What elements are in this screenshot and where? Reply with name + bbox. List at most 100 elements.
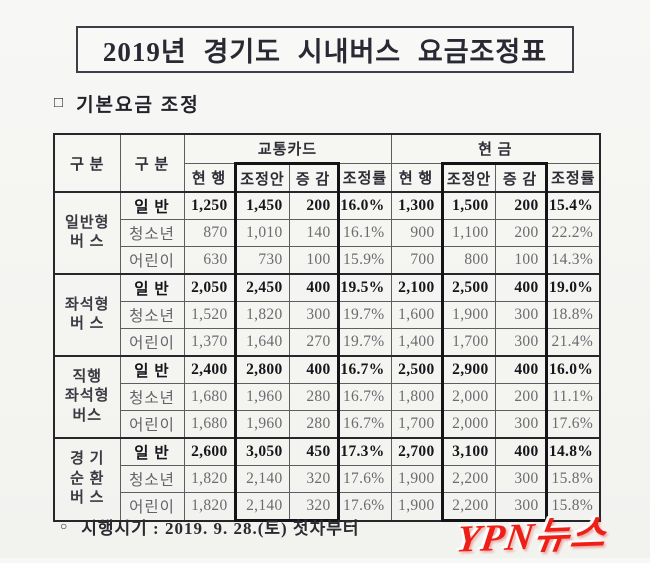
table-row: 어린이 630 730 100 15.9% 700 800 100 14.3% [54,246,601,275]
cash-proposed-cell: 800 [440,246,496,275]
cash-proposed-cell: 2,900 [440,355,496,384]
cash-current-cell: 1,900 [390,465,443,493]
card-current-cell: 2,050 [183,273,236,302]
cash-proposed-cell: 1,900 [440,301,496,329]
sub-header-card-rate: 조정률 [337,163,392,193]
cash-proposed-cell: 3,100 [440,437,496,466]
passenger-type-cell: 어린이 [119,246,185,275]
passenger-type-cell: 청소년 [119,465,185,493]
card-rate-cell: 19.7% [337,328,392,357]
card-change-cell: 280 [288,383,340,411]
cash-current-cell: 2,500 [390,355,443,384]
sub-header-cash-change: 증 감 [494,162,548,193]
passenger-type-cell: 청소년 [119,301,185,329]
card-current-cell: 630 [183,246,236,275]
sub-header-cash-proposed: 조정안 [440,162,496,193]
card-proposed-cell: 1,450 [233,191,290,220]
cash-change-cell: 200 [494,191,548,220]
card-current-cell: 1,820 [183,492,236,521]
bus-type-cell: 직행 좌석형 버스 [53,355,121,439]
card-proposed-cell: 730 [233,246,290,275]
card-change-cell: 270 [288,328,340,357]
cash-current-cell: 1,400 [390,328,443,357]
cash-change-cell: 300 [494,465,548,493]
cash-current-cell: 900 [390,219,443,247]
section-heading: □ 기본요금 조정 [54,90,200,117]
card-rate-cell: 16.7% [337,410,392,439]
cash-rate-cell: 18.8% [545,301,601,329]
card-proposed-cell: 2,450 [233,273,290,302]
cash-proposed-cell: 2,200 [440,465,496,493]
cash-proposed-cell: 1,500 [440,191,496,220]
bus-type-cell: 경 기 순 환 버 스 [53,437,121,521]
fare-table-header: 구 분 구 분 교통카드 현 금 현 행 조정안 증 감 조정률 현 행 조정안… [53,133,601,193]
circle-bullet-icon: ○ [60,519,69,533]
cash-change-cell: 400 [494,437,548,466]
cash-rate-cell: 16.0% [545,355,601,384]
cash-proposed-cell: 2,500 [440,273,496,302]
cash-change-cell: 200 [494,219,548,247]
card-rate-cell: 15.9% [337,246,392,275]
cash-current-cell: 1,900 [390,492,443,521]
section-header-cash: 현 금 [390,133,601,164]
passenger-type-cell: 일 반 [119,273,185,302]
card-rate-cell: 17.6% [337,492,392,521]
cash-current-cell: 2,100 [390,273,443,302]
card-rate-cell: 16.7% [337,355,392,384]
cash-rate-cell: 14.3% [545,246,601,275]
card-proposed-cell: 1,640 [233,328,290,357]
card-proposed-cell: 2,140 [233,492,290,522]
card-proposed-cell: 3,050 [233,437,290,466]
cash-rate-cell: 15.8% [545,492,601,521]
passenger-type-cell: 어린이 [119,410,185,439]
cash-change-cell: 300 [494,328,548,357]
section-title: 기본요금 조정 [76,95,200,116]
cash-current-cell: 1,800 [390,383,443,411]
cash-proposed-cell: 2,000 [440,410,496,439]
title-box: 2019년 경기도 시내버스 요금조정표 [76,26,574,73]
card-current-cell: 1,680 [183,410,236,439]
table-row: 청소년 870 1,010 140 16.1% 900 1,100 200 22.2% [54,219,601,247]
table-row: 어린이 1,820 2,140 320 17.6% 1,900 2,200 300 15.8% [54,492,601,522]
passenger-type-cell: 일 반 [119,191,185,220]
header-row-subcolumns: 현 행 조정안 증 감 조정률 현 행 조정안 증 감 조정률 [54,162,601,193]
cash-change-cell: 400 [494,273,548,302]
card-rate-cell: 16.0% [337,191,392,220]
card-current-cell: 870 [183,219,236,247]
passenger-type-cell: 일 반 [119,355,185,384]
sub-header-cash-rate: 조정률 [545,163,601,193]
watermark-ypn-news: YPN뉴스 [453,513,610,561]
card-proposed-cell: 2,800 [233,355,290,384]
card-rate-cell: 17.6% [337,465,392,493]
card-current-cell: 1,520 [183,301,236,329]
cash-proposed-cell: 1,100 [440,219,496,247]
sub-header-card-change: 증 감 [288,162,340,193]
card-change-cell: 300 [288,301,340,329]
effective-date-text: 시행시기 : 2019. 9. 28.(토) 첫차부터 [81,519,360,538]
cash-rate-cell: 15.4% [545,191,601,220]
effective-date-note: ○ 시행시기 : 2019. 9. 28.(토) 첫차부터 [60,514,360,539]
passenger-type-cell: 청소년 [119,383,185,411]
table-row: 청소년 1,520 1,820 300 19.7% 1,600 1,900 300 18.8% [54,301,601,329]
section-header-card: 교통카드 [183,133,392,164]
card-proposed-cell: 2,140 [233,465,290,493]
table-row: 어린이 1,680 1,960 280 16.7% 1,700 2,000 300 17.6% [54,410,601,439]
card-change-cell: 280 [288,410,340,439]
cash-proposed-cell: 2,000 [440,383,496,411]
cash-current-cell: 2,700 [390,437,443,466]
cash-rate-cell: 11.1% [545,383,601,411]
cash-change-cell: 400 [494,355,548,384]
square-bullet-icon: □ [54,95,66,111]
card-change-cell: 100 [288,246,340,275]
card-proposed-cell: 1,010 [233,219,290,247]
cash-rate-cell: 21.4% [545,328,601,357]
cash-change-cell: 100 [494,246,548,275]
card-change-cell: 400 [288,355,340,384]
cash-rate-cell: 19.0% [545,273,601,302]
card-current-cell: 1,820 [183,465,236,493]
cash-rate-cell: 17.6% [545,410,601,439]
